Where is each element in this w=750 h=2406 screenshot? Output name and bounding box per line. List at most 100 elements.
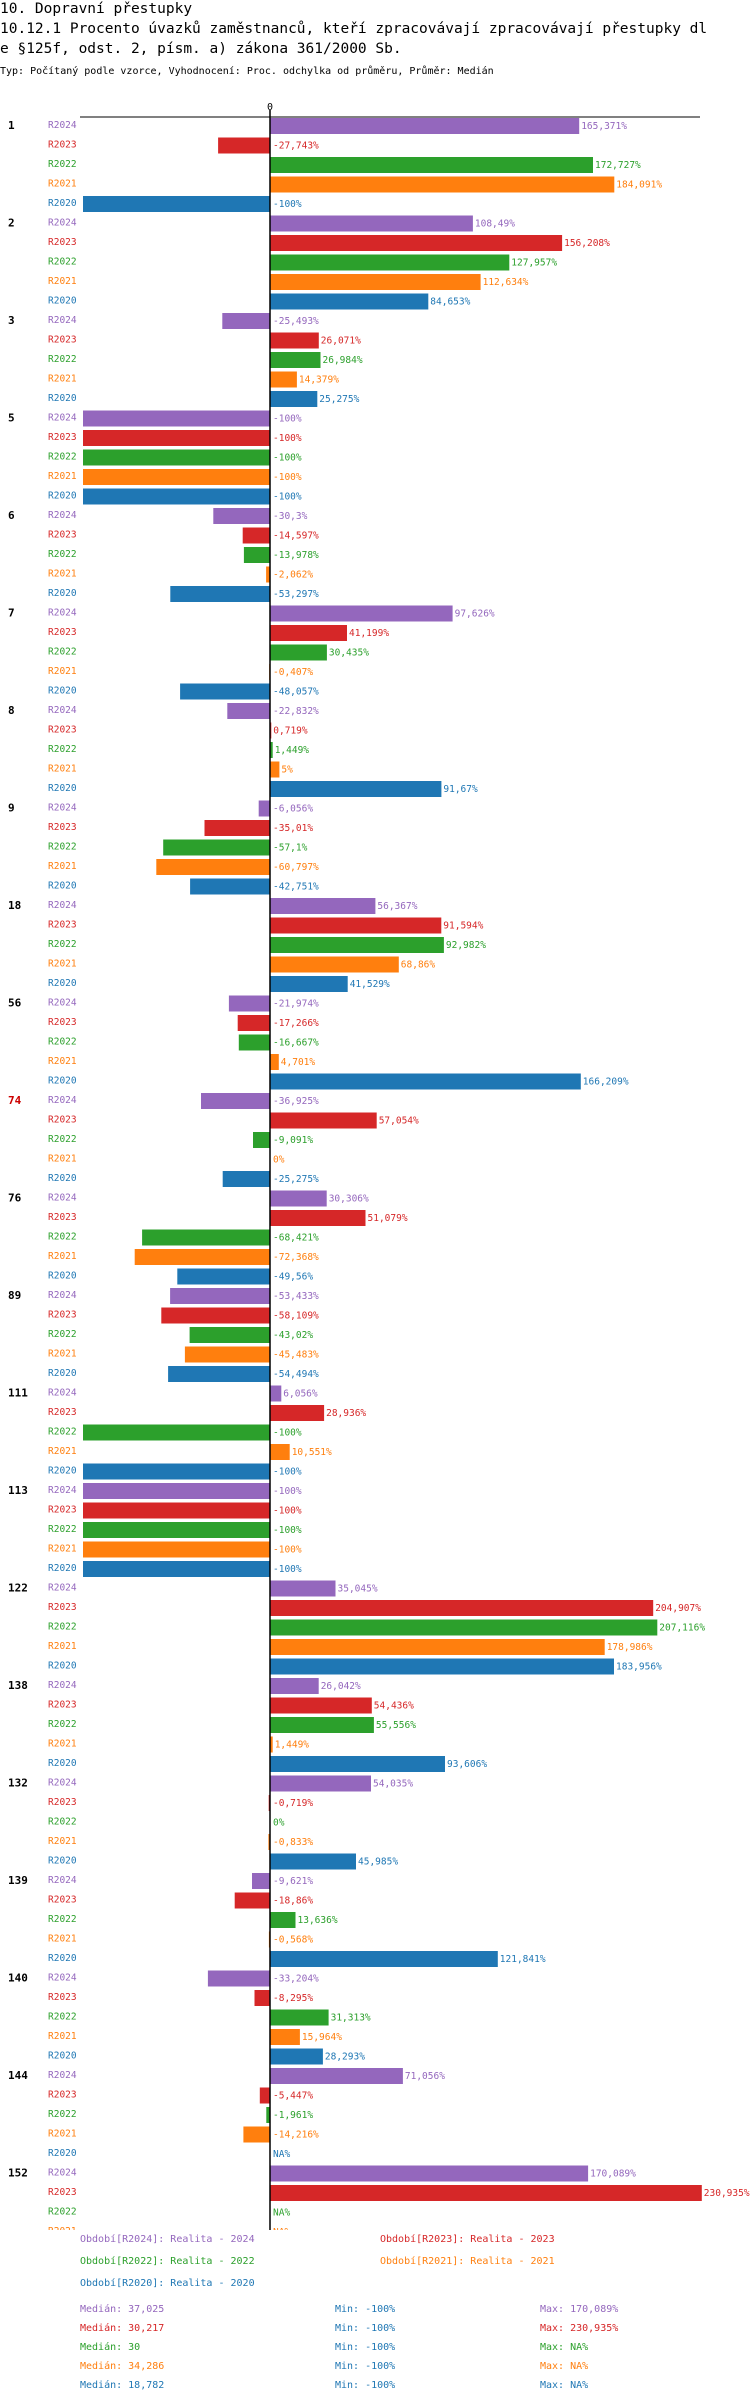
series-label: R2023	[48, 335, 77, 346]
data-label: -57,1%	[273, 843, 308, 854]
series-label: R2023	[48, 1017, 77, 1028]
bar	[83, 1483, 270, 1499]
group-label: 9	[8, 802, 15, 815]
stat-median: Medián: 18,782	[80, 2380, 165, 2391]
series-label: R2021	[48, 1934, 77, 1945]
data-label: -0,568%	[273, 1935, 313, 1946]
data-label: 170,089%	[590, 2169, 636, 2180]
series-label: R2022	[48, 549, 77, 560]
series-label: R2022	[48, 1524, 77, 1535]
bar	[180, 683, 270, 700]
series-label: R2023	[48, 1700, 77, 1711]
data-label: 31,313%	[331, 2013, 371, 2024]
series-label: R2023	[48, 1115, 77, 1126]
bar	[207, 1970, 270, 1987]
series-label: R2020	[48, 783, 77, 794]
series-label: R2024	[48, 998, 77, 1009]
bar	[266, 566, 270, 583]
bar	[270, 1658, 614, 1675]
data-label: -100%	[273, 1525, 302, 1536]
data-label: 26,984%	[323, 355, 363, 366]
data-label: -25,493%	[273, 316, 319, 327]
bar	[83, 1502, 270, 1519]
group-label: 144	[8, 2069, 28, 2082]
data-label: -14,216%	[273, 2130, 319, 2141]
series-label: R2023	[48, 1992, 77, 2003]
stat-min: Min: -100%	[335, 2342, 396, 2353]
data-label: -6,056%	[273, 804, 313, 815]
bar	[189, 1327, 270, 1343]
data-label: 54,436%	[374, 1701, 414, 1712]
series-label: R2023	[48, 140, 77, 151]
data-label: 41,529%	[350, 979, 390, 990]
bar	[170, 1288, 270, 1304]
bar	[270, 605, 453, 622]
series-label: R2020	[48, 1173, 77, 1184]
series-label: R2020	[48, 296, 77, 307]
series-label: R2020	[48, 686, 77, 697]
series-label: R2022	[48, 1232, 77, 1243]
page-title-line1: 10. Dopravní přestupky	[0, 1, 193, 17]
data-label: -43,02%	[273, 1330, 313, 1341]
bar	[259, 2087, 270, 2104]
data-label: -16,667%	[273, 1038, 319, 1049]
group-label: 140	[8, 1972, 28, 1985]
series-label: R2021	[48, 2129, 77, 2140]
series-label: R2021	[48, 861, 77, 872]
series-label: R2023	[48, 2090, 77, 2101]
series-label: R2022	[48, 1622, 77, 1633]
data-label: 121,841%	[500, 1954, 546, 1965]
legend-item: Období[R2023]: Realita - 2023	[380, 2234, 555, 2245]
data-label: 184,091%	[616, 180, 662, 191]
bar	[270, 2029, 300, 2045]
series-label: R2020	[48, 1563, 77, 1574]
bar	[83, 1541, 270, 1558]
bar	[270, 937, 444, 953]
chart-subtitle: Typ: Počítaný podle vzorce, Vyhodnocení:…	[0, 66, 494, 77]
data-label: 54,035%	[373, 1779, 413, 1790]
series-label: R2020	[48, 1953, 77, 1964]
bar	[222, 1171, 270, 1187]
bar	[242, 527, 270, 544]
data-label: -100%	[273, 453, 302, 464]
series-label: R2022	[48, 2109, 77, 2120]
data-label: -9,091%	[273, 1135, 313, 1146]
data-label: NA%	[273, 2208, 290, 2219]
data-label: 178,986%	[607, 1642, 653, 1653]
bar	[184, 1346, 270, 1363]
group-label: 7	[8, 607, 15, 620]
bar	[270, 898, 376, 914]
data-label: 30,435%	[329, 648, 369, 659]
bar	[270, 2185, 702, 2201]
series-label: R2021	[48, 471, 77, 482]
data-label: -100%	[273, 492, 302, 503]
bar	[270, 781, 442, 797]
stat-max: Max: 230,935%	[540, 2323, 619, 2334]
bar	[83, 410, 270, 427]
series-label: R2024	[48, 1778, 77, 1789]
series-label: R2022	[48, 1817, 77, 1828]
data-label: 26,071%	[321, 336, 361, 347]
data-label: 51,079%	[368, 1213, 408, 1224]
bar	[243, 547, 270, 563]
data-label: 5%	[281, 765, 293, 776]
legend-item: Období[R2021]: Realita - 2021	[380, 2256, 555, 2267]
group-label: 6	[8, 509, 15, 522]
series-label: R2024	[48, 1388, 77, 1399]
bar	[190, 878, 270, 895]
data-label: 35,045%	[338, 1584, 378, 1595]
data-label: 68,86%	[401, 960, 436, 971]
data-label: -100%	[273, 1428, 302, 1439]
bar	[270, 742, 273, 758]
bar	[270, 1600, 654, 1616]
data-label: -25,275%	[273, 1174, 319, 1185]
series-label: R2024	[48, 510, 77, 521]
data-label: 6,056%	[283, 1389, 318, 1400]
series-label: R2022	[48, 257, 77, 268]
stat-median: Medián: 30,217	[80, 2323, 165, 2334]
bar	[266, 2107, 270, 2123]
bar	[270, 235, 563, 251]
data-label: 0%	[273, 1155, 285, 1166]
group-label: 122	[8, 1582, 28, 1595]
series-label: R2023	[48, 1505, 77, 1516]
